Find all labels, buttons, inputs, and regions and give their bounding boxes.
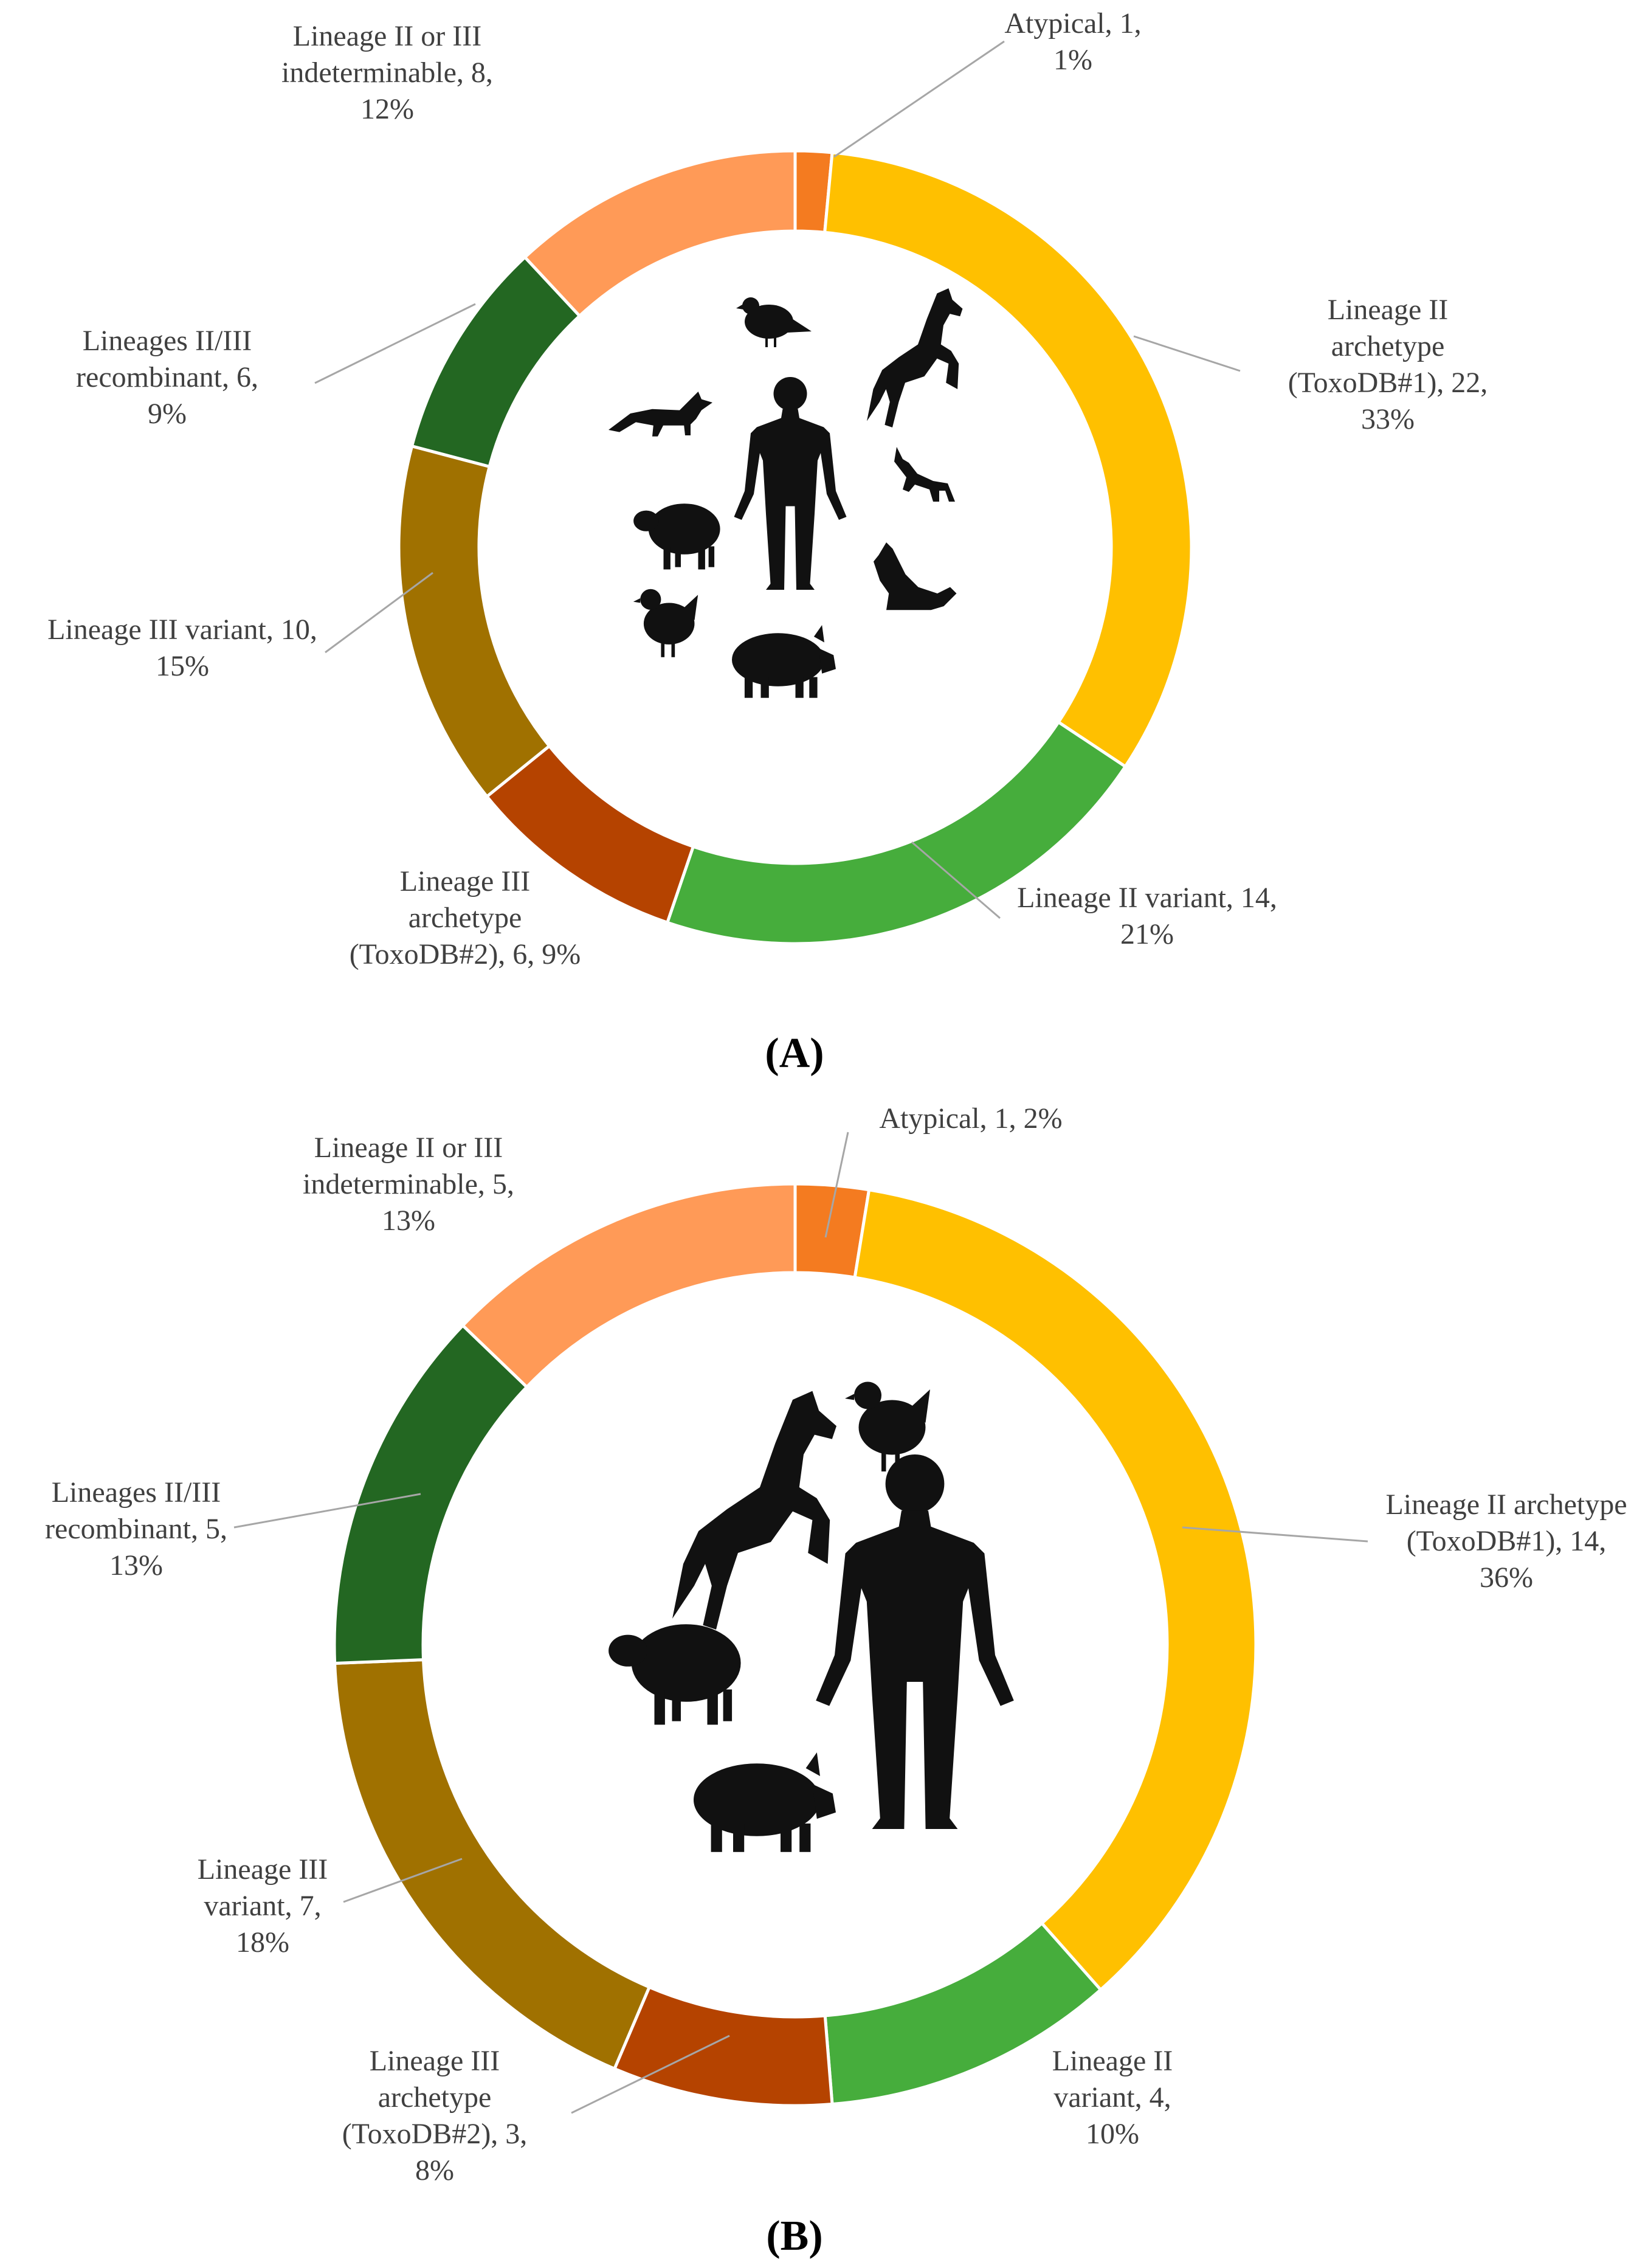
data-label-lineage-iii-variant: Lineage III variant, 10, 15% [47,614,317,682]
leader-line-atypical [833,40,1005,158]
data-label-lineage-ii-archetype-toxodb-1: Lineage II archetype (ToxoDB#1), 14, 36% [1385,1488,1627,1594]
human-icon [816,1454,1014,1829]
sheep-icon [633,503,720,570]
horse-icon [672,1391,836,1630]
panel-caption-b: (B) [766,2213,822,2259]
data-label-lineage-iii-archetype-toxodb-2: Lineage III archetype (ToxoDB#2), 3, 8% [342,2045,528,2187]
leader-line-lineage-iii-variant [343,1858,463,1903]
data-label-lineage-ii-archetype-toxodb-1: Lineage II archetype (ToxoDB#1), 22, 33% [1288,294,1488,435]
data-label-lineage-ii-variant: Lineage II variant, 14, 21% [1017,882,1277,950]
slice-lineage-ii-variant [665,720,1128,946]
dog-icon [894,447,955,502]
leader-line-lineage-ii-archetype-toxodb-1 [1182,1526,1368,1543]
leader-line-atypical [824,1132,849,1238]
horse-icon [867,288,963,427]
wolf-icon [874,542,957,610]
slice-lineage-ii-or-iii-indeterminable [522,149,797,319]
data-label-lineage-iii-archetype-toxodb-2: Lineage III archetype (ToxoDB#2), 6, 9% [350,865,581,970]
sheep-icon [609,1624,741,1725]
slice-lineage-ii-archetype-toxodb-1 [822,151,1193,769]
leader-line-lineages-ii-iii-recombinant [233,1493,421,1529]
host-silhouettes-a [609,288,963,698]
bird-icon [736,297,812,347]
leader-line-lineage-iii-variant [325,572,433,654]
data-label-lineages-ii-iii-recombinant: Lineages II/III recombinant, 5, 13% [45,1476,227,1582]
data-label-atypical: Atypical, 1, 2% [879,1102,1062,1135]
fox-icon [609,392,712,437]
panel-caption-a: (A) [765,1030,824,1077]
data-label-atypical: Atypical, 1, 1% [1004,7,1141,76]
data-label-lineage-ii-or-iii-indeterminable: Lineage II or III indeterminable, 5, 13% [303,1132,514,1237]
data-label-lineage-ii-variant: Lineage II variant, 4, 10% [1052,2045,1173,2150]
data-label-lineage-iii-variant: Lineage III variant, 7, 18% [198,1853,328,1959]
human-icon [734,377,847,590]
donut-chart-b: Atypical, 1, 2% Lineage II archetype (Toxo… [45,1102,1627,2187]
pig-icon [694,1752,836,1852]
donut-chart-a: Atypical, 1, 1% Lineage II archetype (ToxoDB… [47,7,1488,970]
chicken-icon [845,1381,930,1471]
slice-lineage-ii-archetype-toxodb-1 [853,1188,1258,1992]
host-silhouettes-b [609,1381,1014,1852]
pig-icon [732,625,836,698]
leader-line-lineage-iii-archetype-toxodb-2 [571,2035,730,2114]
leader-line-lineages-ii-iii-recombinant [314,303,476,384]
data-label-lineages-ii-iii-recombinant: Lineages II/III recombinant, 6, 9% [76,325,258,430]
data-label-lineage-ii-or-iii-indeterminable: Lineage II or III indeterminable, 8, 12% [281,20,493,125]
leader-line-lineage-ii-archetype-toxodb-1 [1133,335,1241,372]
leader-line-lineage-ii-variant [911,841,1001,919]
slice-lineage-ii-or-iii-indeterminable [460,1182,797,1389]
chicken-icon [633,589,698,657]
